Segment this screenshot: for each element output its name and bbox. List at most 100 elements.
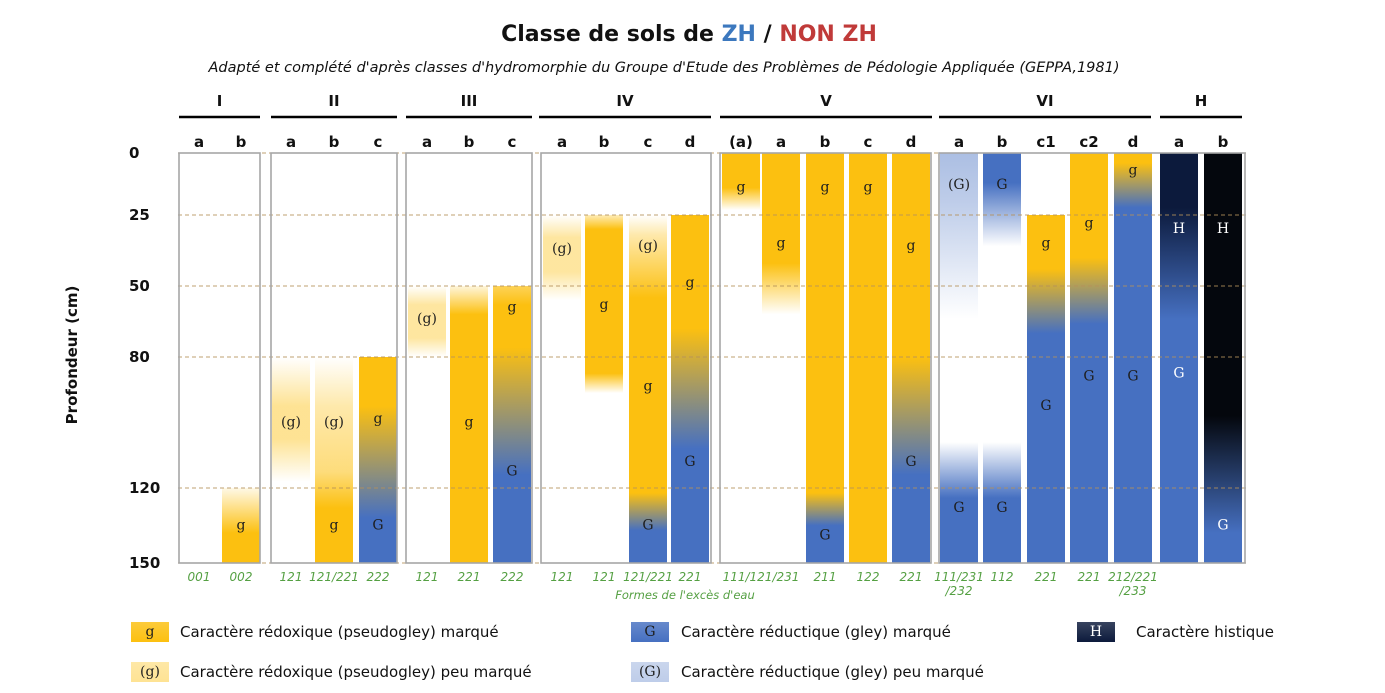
- group-frame: [719, 152, 932, 564]
- water-excess-code: 121: [551, 570, 574, 584]
- gley-mark: G: [642, 518, 653, 534]
- gley-mark: G: [506, 464, 517, 480]
- legend-item: (G) Caractère réductique (gley) peu marqu…: [631, 662, 984, 682]
- soil-column-H-2: [1204, 153, 1242, 563]
- column-letter: b: [820, 133, 831, 151]
- column-letter: b: [236, 133, 247, 151]
- pseudogley-mark: g: [686, 275, 695, 291]
- legend: g Caractère rédoxique (pseudogley) marqué…: [131, 622, 1274, 682]
- depth-tick-label: 80: [129, 348, 150, 366]
- group-header: II: [328, 92, 339, 110]
- legend-swatch-mark: g: [146, 624, 155, 640]
- legend-swatch-mark: (G): [639, 664, 661, 680]
- y-axis-label: Profondeur (cm): [63, 286, 81, 425]
- soil-columns: [222, 153, 1242, 563]
- pseudogley-mark: (g): [638, 238, 658, 254]
- soil-column-VI-5: [1114, 153, 1152, 563]
- soil-column-III-1: [408, 286, 446, 357]
- water-excess-code: 222: [501, 570, 524, 584]
- legend-swatch: [131, 622, 169, 642]
- column-letter: a: [422, 133, 432, 151]
- soil-column-V-5: [892, 153, 930, 563]
- group-header: I: [217, 92, 223, 110]
- soil-column-III-2: [450, 286, 488, 563]
- depth-tick-label: 50: [129, 277, 150, 295]
- pseudogley-mark: g: [737, 180, 746, 196]
- legend-label: Caractère réductique (gley) marqué: [681, 623, 951, 641]
- soil-column-V-1: [722, 153, 760, 211]
- soil-column-IV-2: [585, 215, 623, 394]
- legend-swatch: [1077, 622, 1115, 642]
- pseudogley-mark: g: [508, 299, 517, 315]
- soil-column-V-3: [806, 153, 844, 563]
- legend-item: g Caractère rédoxique (pseudogley) marqué: [131, 622, 499, 642]
- column-letter: a: [557, 133, 567, 151]
- pseudogley-mark: g: [907, 238, 916, 254]
- title-prefix: Classe de sols de: [501, 22, 721, 47]
- column-letter: a: [1174, 133, 1184, 151]
- pseudogley-mark: (g): [281, 415, 301, 431]
- title-non-zh: NON ZH: [779, 22, 877, 47]
- water-excess-code: 121: [280, 570, 303, 584]
- gley-mark: G: [1127, 369, 1138, 385]
- pseudogley-mark: g: [864, 180, 873, 196]
- water-excess-code: 002: [230, 570, 253, 584]
- pseudogley-mark: g: [644, 378, 653, 394]
- group-header: III: [461, 92, 478, 110]
- soil-column-IV-4: [671, 215, 709, 563]
- depth-tick-label: 120: [129, 479, 160, 497]
- soil-column-I-2: [222, 488, 260, 563]
- column-letter: c2: [1079, 133, 1098, 151]
- column-letter: b: [464, 133, 475, 151]
- legend-swatch: [631, 622, 669, 642]
- pseudogley-mark: g: [1129, 162, 1138, 178]
- group-frame: [540, 152, 712, 564]
- legend-item: (g) Caractère rédoxique (pseudogley) peu …: [131, 662, 532, 682]
- water-excess-code: 121: [416, 570, 439, 584]
- legend-label: Caractère rédoxique (pseudogley) peu mar…: [180, 663, 532, 681]
- group-frames: [178, 152, 1246, 564]
- group-frame: [405, 152, 533, 564]
- water-excess-code: /233: [1119, 584, 1147, 598]
- legend-item: H Caractère histique: [1077, 622, 1274, 642]
- labels: 0 25 50 80 120 150 Ia 001 b g 002 II a (g) 121 b (g) g 121…: [129, 92, 1242, 598]
- column-letter: d: [685, 133, 696, 151]
- gley-mark: G: [819, 528, 830, 544]
- legend-swatch: [631, 662, 669, 682]
- water-excess-code: 221: [679, 570, 702, 584]
- pseudogley-mark: g: [1085, 216, 1094, 232]
- soil-column-II-2: [315, 357, 353, 563]
- column-letter: b: [997, 133, 1008, 151]
- legend-label: Caractère rédoxique (pseudogley) marqué: [180, 623, 499, 641]
- pseudogley-mark: (g): [324, 415, 344, 431]
- column-letter: c: [864, 133, 873, 151]
- group-header: V: [820, 92, 832, 110]
- water-excess-code: 211: [814, 570, 837, 584]
- pseudogley-mark: g: [777, 235, 786, 251]
- gley-mark: G: [996, 500, 1007, 516]
- water-excess-code: 212/221: [1108, 570, 1158, 584]
- water-excess-code: 111/121/231: [723, 570, 800, 584]
- soil-column-III-3: [493, 286, 531, 563]
- water-excess-code: /232: [945, 584, 973, 598]
- pseudogley-mark: (g): [552, 241, 572, 257]
- group-header: H: [1195, 92, 1208, 110]
- pseudogley-mark: g: [237, 518, 246, 534]
- water-excess-code: 221: [458, 570, 481, 584]
- column-letter: (a): [729, 133, 753, 151]
- title-zh: ZH: [722, 22, 756, 47]
- column-letter: b: [599, 133, 610, 151]
- pseudogley-mark: g: [374, 411, 383, 427]
- column-letter: b: [1218, 133, 1229, 151]
- column-letter: a: [286, 133, 296, 151]
- soil-column-II-3: [359, 357, 397, 563]
- depth-tick-label: 0: [129, 144, 139, 162]
- soil-column-V-4: [849, 153, 887, 563]
- legend-swatch-mark: G: [644, 624, 655, 640]
- soil-column-VI-4: [1070, 153, 1108, 563]
- legend-swatch-mark: H: [1090, 624, 1102, 640]
- column-letter: b: [329, 133, 340, 151]
- column-letter: d: [1128, 133, 1139, 151]
- soil-column-V-2: [762, 153, 800, 315]
